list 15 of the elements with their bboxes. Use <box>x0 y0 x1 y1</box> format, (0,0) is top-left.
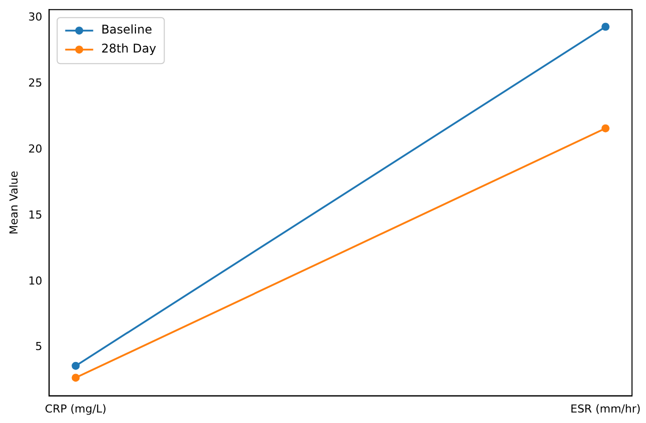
y-tick-label: 5 <box>35 340 42 354</box>
legend-label: Baseline <box>101 22 152 37</box>
point <box>602 22 610 31</box>
legend-label: 28th Day <box>101 42 156 56</box>
y-axis-title: Mean Value <box>7 170 20 235</box>
y-tick-label: 15 <box>28 208 42 222</box>
point <box>72 362 80 370</box>
y-tick-label: 10 <box>28 274 42 288</box>
point <box>602 124 610 132</box>
y-tick-label: 25 <box>28 76 42 90</box>
x-tick-label: ESR (mm/hr) <box>570 402 641 416</box>
y-tick-label: 30 <box>28 10 42 24</box>
point <box>72 374 80 382</box>
y-tick-label: 20 <box>28 142 42 156</box>
x-tick-label: CRP (mg/L) <box>44 402 106 416</box>
